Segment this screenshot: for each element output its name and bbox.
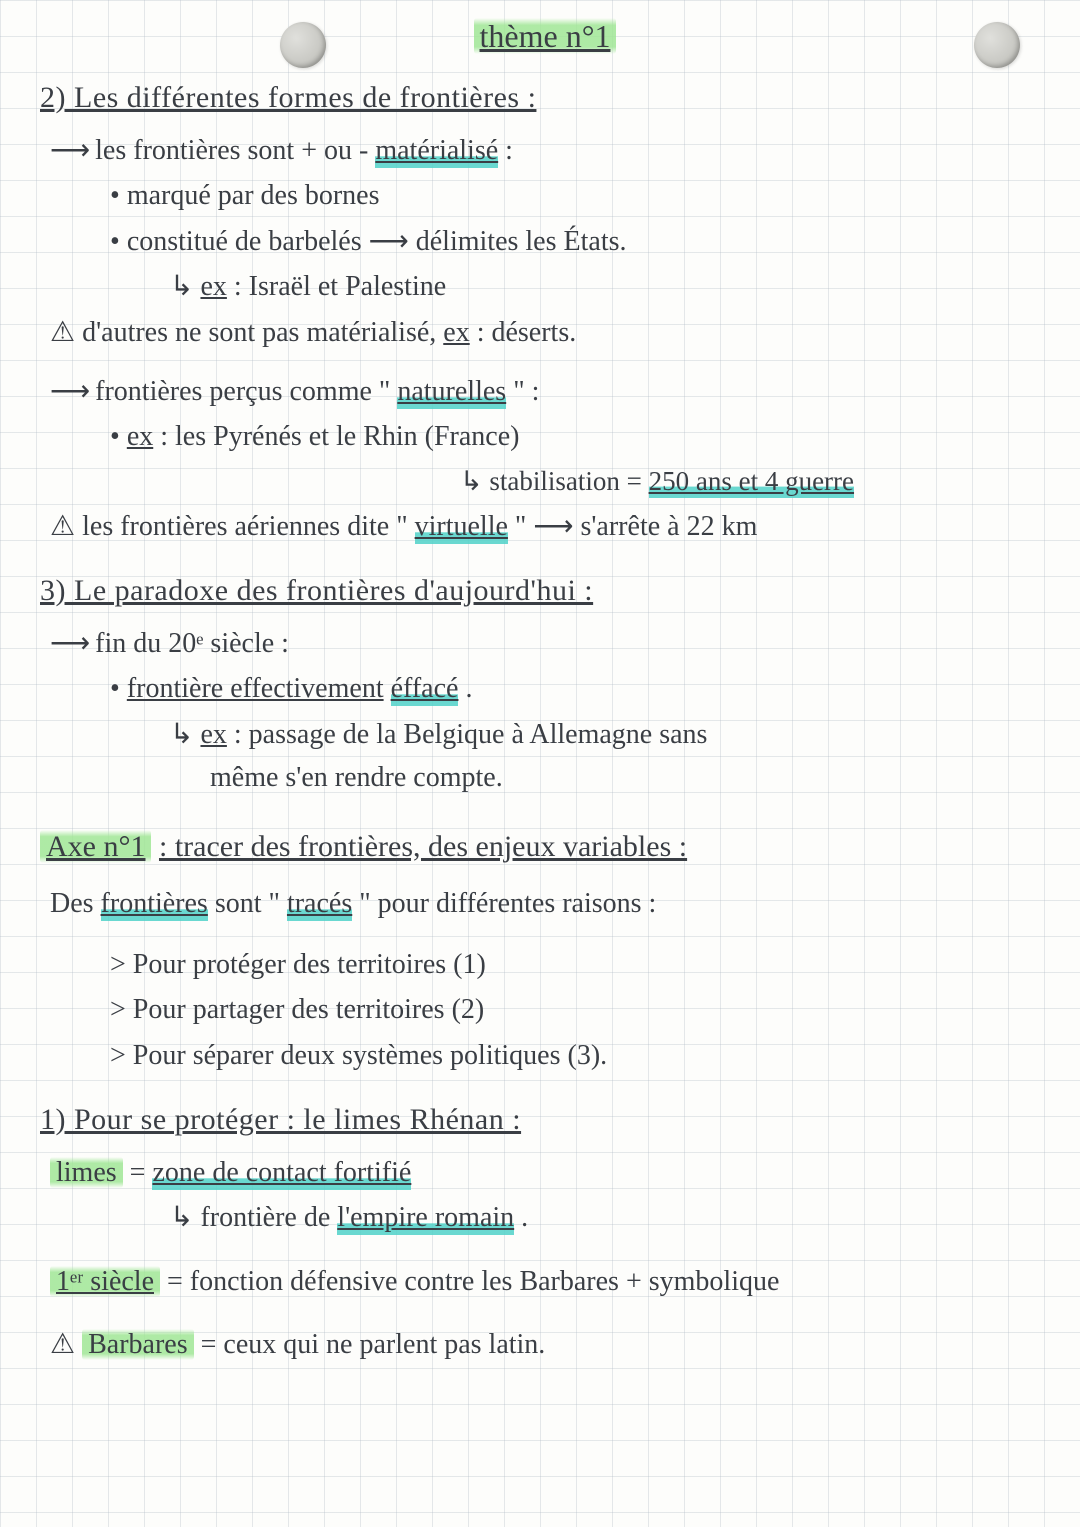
s2-line-naturelles: frontières perçus comme " naturelles " : [40, 370, 1050, 413]
highlight-250ans: 250 ans et 4 guerre [649, 466, 854, 498]
highlight-1er-siecle: 1ᵉʳ siècle [50, 1266, 160, 1297]
ex-label: ex [443, 317, 469, 348]
highlight-virtuelle: virtuelle [415, 511, 508, 544]
s4-warn-barbares: Barbares = ceux qui ne parlent pas latin… [40, 1323, 1050, 1366]
ex-label: ex [200, 719, 226, 750]
section-4-heading: 1) Pour se protéger : le limes Rhénan : [40, 1103, 1050, 1137]
sub-arrow-icon: ↳ [170, 1202, 200, 1233]
s2-warn-deserts: d'autres ne sont pas matérialisé, ex : d… [40, 311, 1050, 354]
text: : les Pyrénés et le Rhin (France) [160, 421, 519, 452]
text: . [521, 1202, 528, 1233]
s2-bullet-pyrenees: ex : les Pyrénés et le Rhin (France) [40, 415, 1050, 458]
text: : passage de la Belgique à Allemagne san… [234, 719, 708, 750]
text: frontière effectivement [127, 673, 384, 704]
ex-label: ex [200, 271, 226, 302]
text: frontière de [200, 1202, 330, 1233]
text: = ceux qui ne parlent pas latin. [201, 1329, 546, 1360]
axe-reason-1: Pour protéger des territoires (1) [40, 943, 1050, 986]
s2-bullet-bornes: marqué par des bornes [40, 174, 1050, 217]
axe-1-heading: Axe n°1 : tracer des frontières, des enj… [40, 830, 1050, 864]
binder-hole-left [280, 22, 326, 68]
text: : déserts. [477, 317, 577, 348]
highlight-naturelles: naturelles [397, 376, 506, 409]
binder-hole-right [974, 22, 1020, 68]
axe-reason-2: Pour partager des territoires (2) [40, 988, 1050, 1031]
s4-def-limes: limes = zone de contact fortifié [40, 1151, 1050, 1194]
section-3-heading: 3) Le paradoxe des frontières d'aujourd'… [40, 574, 1050, 608]
text: = fonction défensive contre les Barbares… [167, 1266, 779, 1297]
highlight-traces: tracés [287, 888, 352, 921]
text: ↳ stabilisation = [460, 466, 642, 496]
text: : [505, 135, 513, 166]
s2-warn-virtuelle: les frontières aériennes dite " virtuell… [40, 505, 1050, 548]
highlight-limes: limes [50, 1157, 123, 1188]
text: " ⟶ s'arrête à 22 km [515, 511, 757, 542]
sub-arrow-icon: ↳ [170, 271, 200, 302]
text: sont " [215, 888, 280, 919]
highlight-materialise: matérialisé [375, 135, 498, 168]
text: " pour différentes raisons : [359, 888, 656, 919]
s2-sub-stabilisation: ↳ stabilisation = 250 ans et 4 guerre [40, 461, 1050, 503]
s2-sub-israel: ↳ ex : Israël et Palestine [40, 265, 1050, 308]
s4-sub-empire: ↳ frontière de l'empire romain . [40, 1196, 1050, 1239]
text: " : [513, 376, 539, 407]
text: les frontières aériennes dite " [82, 511, 408, 542]
text: Des [50, 888, 94, 919]
axe-intro: Des frontières sont " tracés " pour diff… [40, 882, 1050, 925]
text: = [130, 1157, 146, 1188]
highlight-barbares: Barbares [82, 1329, 194, 1360]
s3-sub-belgique: ↳ ex : passage de la Belgique à Allemagn… [40, 713, 1050, 756]
ex-label: ex [127, 421, 153, 452]
highlight-empire-romain: l'empire romain [337, 1202, 514, 1235]
axe-reason-3: Pour séparer deux systèmes politiques (3… [40, 1034, 1050, 1077]
s3-sub-belgique-2: même s'en rendre compte. [40, 756, 1050, 799]
page-title: thème n°1 [474, 18, 617, 54]
s3-bullet-efface: frontière effectivement éffacé . [40, 667, 1050, 710]
text: d'autres ne sont pas matérialisé, [82, 317, 436, 348]
s3-line-fin20: fin du 20ᵉ siècle : [40, 622, 1050, 665]
text: . [465, 673, 472, 704]
s2-line-materialise: les frontières sont + ou - matérialisé : [40, 129, 1050, 172]
highlight-frontieres: frontières [101, 888, 208, 921]
s4-siecle: 1ᵉʳ siècle = fonction défensive contre l… [40, 1260, 1050, 1303]
text: frontières perçus comme " [95, 376, 390, 407]
s2-bullet-barbeles: constitué de barbelés ⟶ délimites les Ét… [40, 220, 1050, 263]
text: : Israël et Palestine [234, 271, 446, 302]
axe-rest: : tracer des frontières, des enjeux vari… [159, 830, 687, 863]
highlight-zone-contact: zone de contact fortifié [152, 1157, 411, 1190]
sub-arrow-icon: ↳ [170, 719, 200, 750]
page-title-row: thème n°1 [40, 18, 1050, 55]
highlight-efface: éffacé [391, 673, 459, 706]
text: les frontières sont + ou - [95, 135, 368, 166]
section-2-heading: 2) Les différentes formes de frontières … [40, 81, 1050, 115]
axe-label: Axe n°1 [40, 830, 151, 863]
